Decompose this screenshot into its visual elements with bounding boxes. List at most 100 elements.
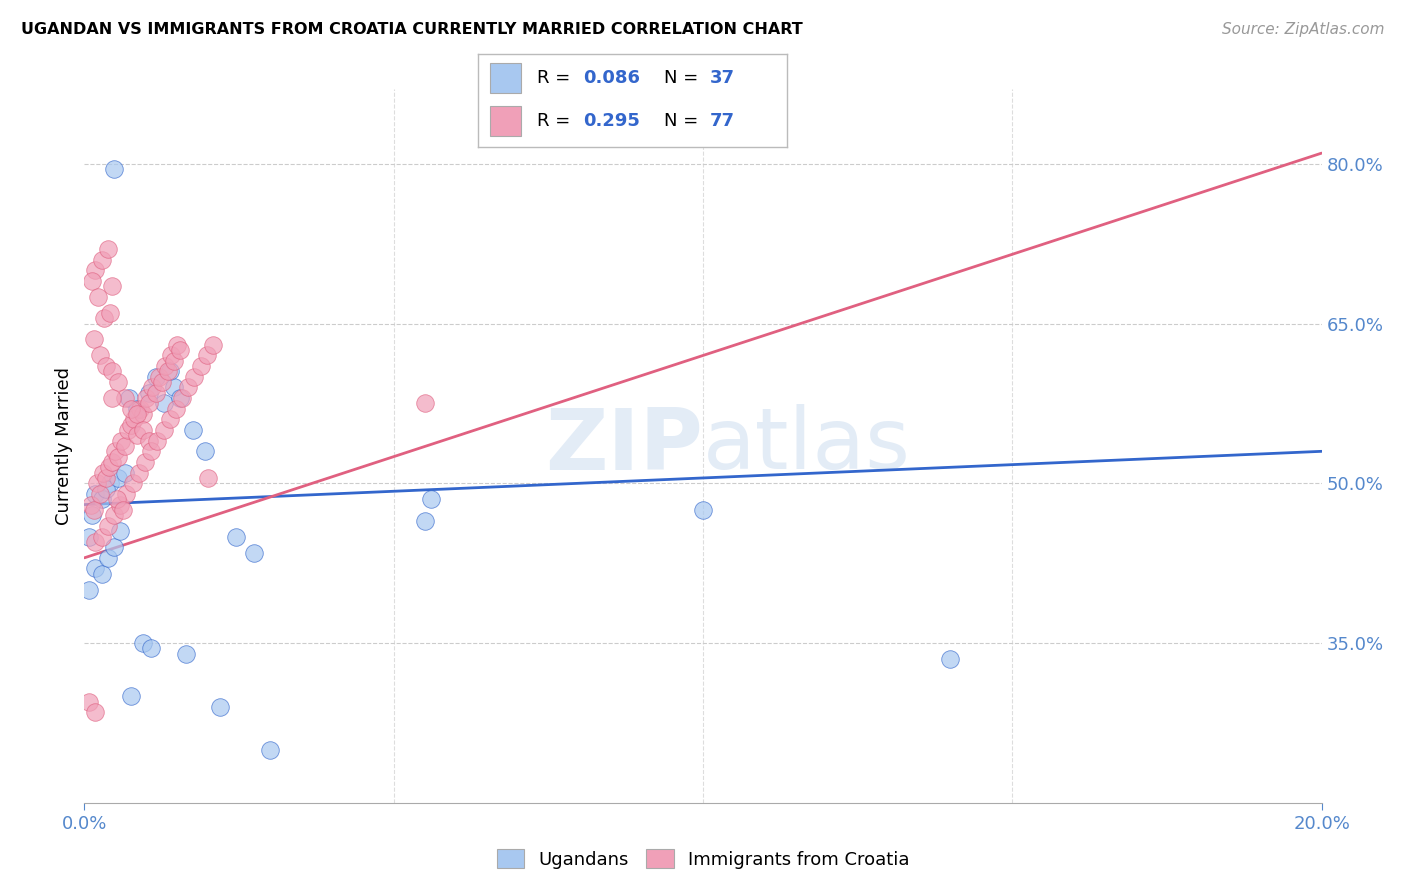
Point xyxy=(86,476,108,491)
Point xyxy=(90,252,112,267)
Point xyxy=(107,450,129,464)
Point xyxy=(156,364,179,378)
Point xyxy=(150,375,173,389)
Point xyxy=(98,306,121,320)
Point xyxy=(121,476,143,491)
Point xyxy=(101,455,124,469)
Point xyxy=(159,364,181,378)
Point xyxy=(84,561,107,575)
Point xyxy=(225,529,247,543)
Point xyxy=(80,274,103,288)
Point xyxy=(101,364,124,378)
Point xyxy=(163,353,186,368)
Point xyxy=(146,434,169,448)
Point xyxy=(90,566,112,581)
Point xyxy=(87,290,110,304)
Point xyxy=(129,401,152,416)
Point xyxy=(79,695,101,709)
Point xyxy=(132,407,155,421)
Point xyxy=(84,706,107,720)
Text: 0.086: 0.086 xyxy=(583,69,640,87)
Text: N =: N = xyxy=(664,112,703,130)
Point xyxy=(134,455,156,469)
Point xyxy=(160,349,183,363)
Point xyxy=(243,545,266,559)
Point xyxy=(141,444,163,458)
Point xyxy=(120,401,142,416)
Point xyxy=(110,498,132,512)
Point xyxy=(105,492,128,507)
Point xyxy=(93,311,115,326)
Point xyxy=(103,508,125,523)
Point xyxy=(202,338,225,352)
Point xyxy=(117,423,139,437)
Point xyxy=(101,391,124,405)
Text: R =: R = xyxy=(537,69,576,87)
Point xyxy=(138,396,160,410)
Point xyxy=(194,444,217,458)
Point xyxy=(125,428,148,442)
Point xyxy=(120,690,142,704)
Text: 0.295: 0.295 xyxy=(583,112,640,130)
Point xyxy=(98,476,121,491)
Point xyxy=(90,529,112,543)
Point xyxy=(115,487,138,501)
Point xyxy=(110,434,132,448)
Point xyxy=(169,343,191,358)
Point xyxy=(169,391,191,405)
Point xyxy=(125,401,148,416)
Point xyxy=(114,391,136,405)
Point xyxy=(122,412,145,426)
Text: R =: R = xyxy=(537,112,576,130)
Point xyxy=(181,423,204,437)
Point xyxy=(172,391,194,405)
Bar xyxy=(491,63,522,93)
Point xyxy=(94,359,117,373)
Point xyxy=(165,401,187,416)
Point xyxy=(89,487,111,501)
Point xyxy=(152,396,174,410)
Point xyxy=(195,349,218,363)
Point xyxy=(114,466,136,480)
Point xyxy=(79,582,101,597)
Point xyxy=(97,550,120,565)
Point xyxy=(89,349,111,363)
Text: atlas: atlas xyxy=(703,404,911,488)
Point xyxy=(98,460,121,475)
Point xyxy=(135,391,157,405)
Point xyxy=(153,359,176,373)
Text: 77: 77 xyxy=(710,112,735,130)
Text: N =: N = xyxy=(664,69,703,87)
Point xyxy=(90,492,112,507)
Point xyxy=(141,641,163,656)
Point xyxy=(79,529,101,543)
Point xyxy=(94,471,117,485)
Point xyxy=(107,375,129,389)
Point xyxy=(110,524,132,539)
Point xyxy=(103,162,125,177)
Point xyxy=(83,503,105,517)
Point xyxy=(79,498,101,512)
Point xyxy=(111,503,134,517)
Point xyxy=(209,700,232,714)
Point xyxy=(145,385,167,400)
Point xyxy=(413,514,436,528)
Point xyxy=(141,380,163,394)
Point xyxy=(939,652,962,666)
Text: 37: 37 xyxy=(710,69,735,87)
Point xyxy=(80,508,103,523)
Point xyxy=(148,369,170,384)
Point xyxy=(118,391,141,405)
Point xyxy=(84,487,107,501)
Point xyxy=(101,279,124,293)
Point xyxy=(166,338,188,352)
Point xyxy=(413,396,436,410)
Point xyxy=(84,534,107,549)
Point xyxy=(692,503,714,517)
Point xyxy=(114,439,136,453)
Point xyxy=(94,482,117,496)
Point xyxy=(83,333,105,347)
Point xyxy=(107,471,129,485)
Point xyxy=(91,466,114,480)
Point xyxy=(128,466,150,480)
